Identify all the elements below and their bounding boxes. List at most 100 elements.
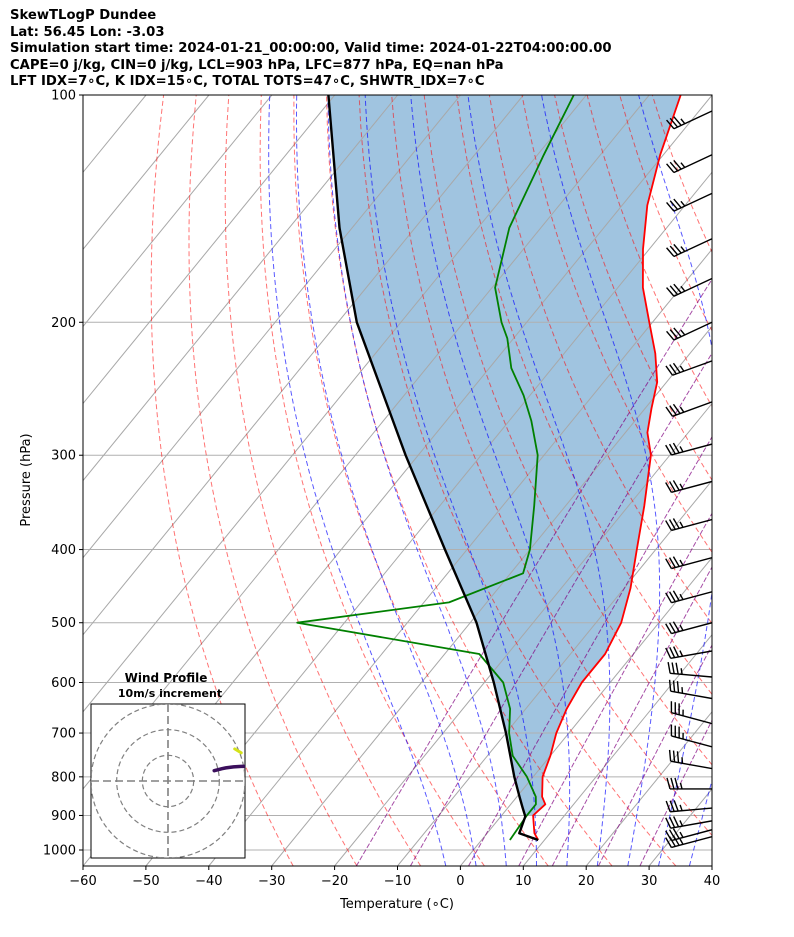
wind-barb-flag: [669, 646, 676, 658]
y-tick-label: 800: [51, 770, 76, 785]
wind-barb-half-flag: [680, 285, 686, 292]
wind-barb-flag: [672, 590, 680, 601]
wind-barb: [665, 590, 712, 604]
wind-barb-staff: [672, 401, 712, 417]
wind-barb-flag: [668, 749, 672, 762]
wind-barb-flag: [665, 817, 672, 829]
parcel-line: [327, 95, 539, 842]
wind-barb-flag: [669, 800, 675, 812]
wind-barb-flag: [669, 200, 679, 210]
wind-barb: [665, 442, 712, 456]
wind-barb-flag: [665, 647, 672, 659]
dry-adiabat: [391, 95, 712, 837]
wind-barb-flag: [672, 442, 680, 454]
y-tick-label: 100: [51, 89, 76, 104]
dry-adiabat: [150, 95, 294, 866]
wind-barb-half-flag: [680, 118, 686, 125]
wind-barb: [667, 661, 712, 678]
y-tick-label: 700: [51, 727, 76, 742]
wind-barb-flag: [672, 480, 680, 491]
wind-barb-flag: [673, 800, 679, 812]
inset-title: Wind Profile: [125, 671, 208, 685]
dry-adiabat: [259, 95, 485, 866]
isotherm-0: [460, 556, 712, 866]
wind-barb-flag: [671, 662, 675, 674]
wind-barb: [666, 277, 712, 297]
isotherm--90: [83, 95, 524, 636]
wind-barb-half-flag: [679, 804, 683, 811]
x-tick-label: −50: [132, 874, 159, 889]
wind-barb-flag: [672, 362, 681, 373]
y-axis-label: Pressure (hPa): [19, 433, 34, 526]
isotherm--50: [145, 171, 712, 866]
wind-barb-half-flag: [679, 624, 684, 631]
wind-barb-flag: [668, 481, 676, 492]
wind-barb-staff: [670, 690, 712, 700]
wind-barb-staff: [671, 711, 712, 725]
wind-barb-staff: [670, 820, 712, 829]
x-tick-label: 40: [704, 874, 721, 889]
wind-barb-flag: [675, 662, 679, 675]
y-tick-label: 500: [51, 616, 76, 631]
wind-barb-flag: [672, 556, 680, 567]
wind-barb-staff: [671, 518, 712, 532]
wind-barb-half-flag: [679, 831, 684, 838]
wind-barb-flag: [668, 557, 676, 568]
isotherm-10: [522, 633, 712, 866]
wind-barb: [670, 724, 712, 748]
wind-barb-flag: [673, 816, 680, 828]
mixing-ratio-line: [409, 352, 712, 866]
wind-barb-flag: [667, 661, 671, 674]
wind-barb-flag: [668, 622, 676, 633]
isotherm--40: [208, 248, 712, 866]
wind-barb-staff: [670, 672, 712, 678]
wind-barb-flag: [673, 327, 682, 338]
wind-barb-half-flag: [679, 406, 685, 413]
wind-barb: [665, 480, 712, 494]
time-line: Simulation start time: 2024-01-21_00:00:…: [10, 41, 612, 57]
wind-barb-flag: [665, 444, 673, 456]
wind-barb-staff: [671, 591, 712, 604]
wind-barb-half-flag: [680, 246, 686, 252]
wind-barb-staff: [670, 760, 712, 770]
plot-area: [83, 95, 712, 866]
wind-barb-half-flag: [679, 593, 684, 600]
moist-adiabat: [541, 95, 661, 866]
inset-subtitle: 10m/s increment: [118, 687, 222, 700]
wind-barb-staff: [673, 154, 712, 174]
dry-adiabat: [188, 95, 358, 866]
mixing-ratio-line: [639, 719, 712, 866]
wind-barb-half-flag: [679, 483, 684, 490]
wind-barb-flag: [672, 518, 680, 529]
wind-barb-half-flag: [680, 162, 686, 168]
wind-barb: [668, 749, 712, 770]
wind-barb-staff: [670, 807, 712, 813]
wind-barb-flag: [668, 829, 676, 840]
isotherm--80: [83, 95, 587, 713]
wind-barb: [665, 556, 712, 570]
wind-barb-staff: [673, 192, 712, 212]
wind-barb-flag: [665, 482, 673, 493]
x-tick-label: −10: [384, 874, 411, 889]
wind-barb: [666, 321, 712, 341]
wind-barb-half-flag: [679, 650, 684, 657]
x-tick-label: −20: [321, 874, 348, 889]
dry-adiabat: [521, 95, 712, 554]
x-tick-label: 10: [515, 874, 532, 889]
wind-barb-flag: [673, 159, 682, 170]
wind-barb-half-flag: [679, 559, 684, 566]
y-tick-label: 1000: [43, 844, 76, 859]
moist-adiabat: [410, 95, 571, 866]
mixing-ratio-line: [597, 644, 712, 866]
wind-barb-staff: [671, 443, 712, 456]
wind-barb-staff: [670, 650, 712, 659]
wind-barb-flag: [666, 201, 675, 212]
wind-barb-flag: [672, 828, 680, 839]
x-tick-label: 30: [641, 874, 658, 889]
wind-barb-staff: [673, 238, 712, 258]
chart-title: SkewTLogP Dundee: [10, 8, 157, 23]
wind-barb-flag: [669, 329, 679, 339]
isotherm-20: [585, 711, 712, 866]
wind-barb-flag: [676, 681, 680, 693]
